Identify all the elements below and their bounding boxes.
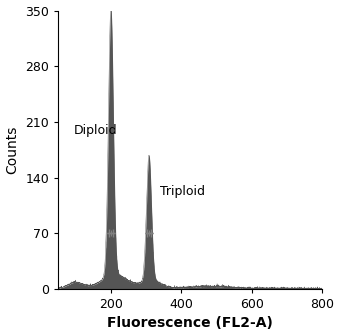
- X-axis label: Fluorescence (FL2-A): Fluorescence (FL2-A): [107, 317, 273, 330]
- Text: Diploid: Diploid: [74, 124, 118, 137]
- Text: Triploid: Triploid: [160, 185, 205, 198]
- Y-axis label: Counts: Counts: [5, 126, 20, 174]
